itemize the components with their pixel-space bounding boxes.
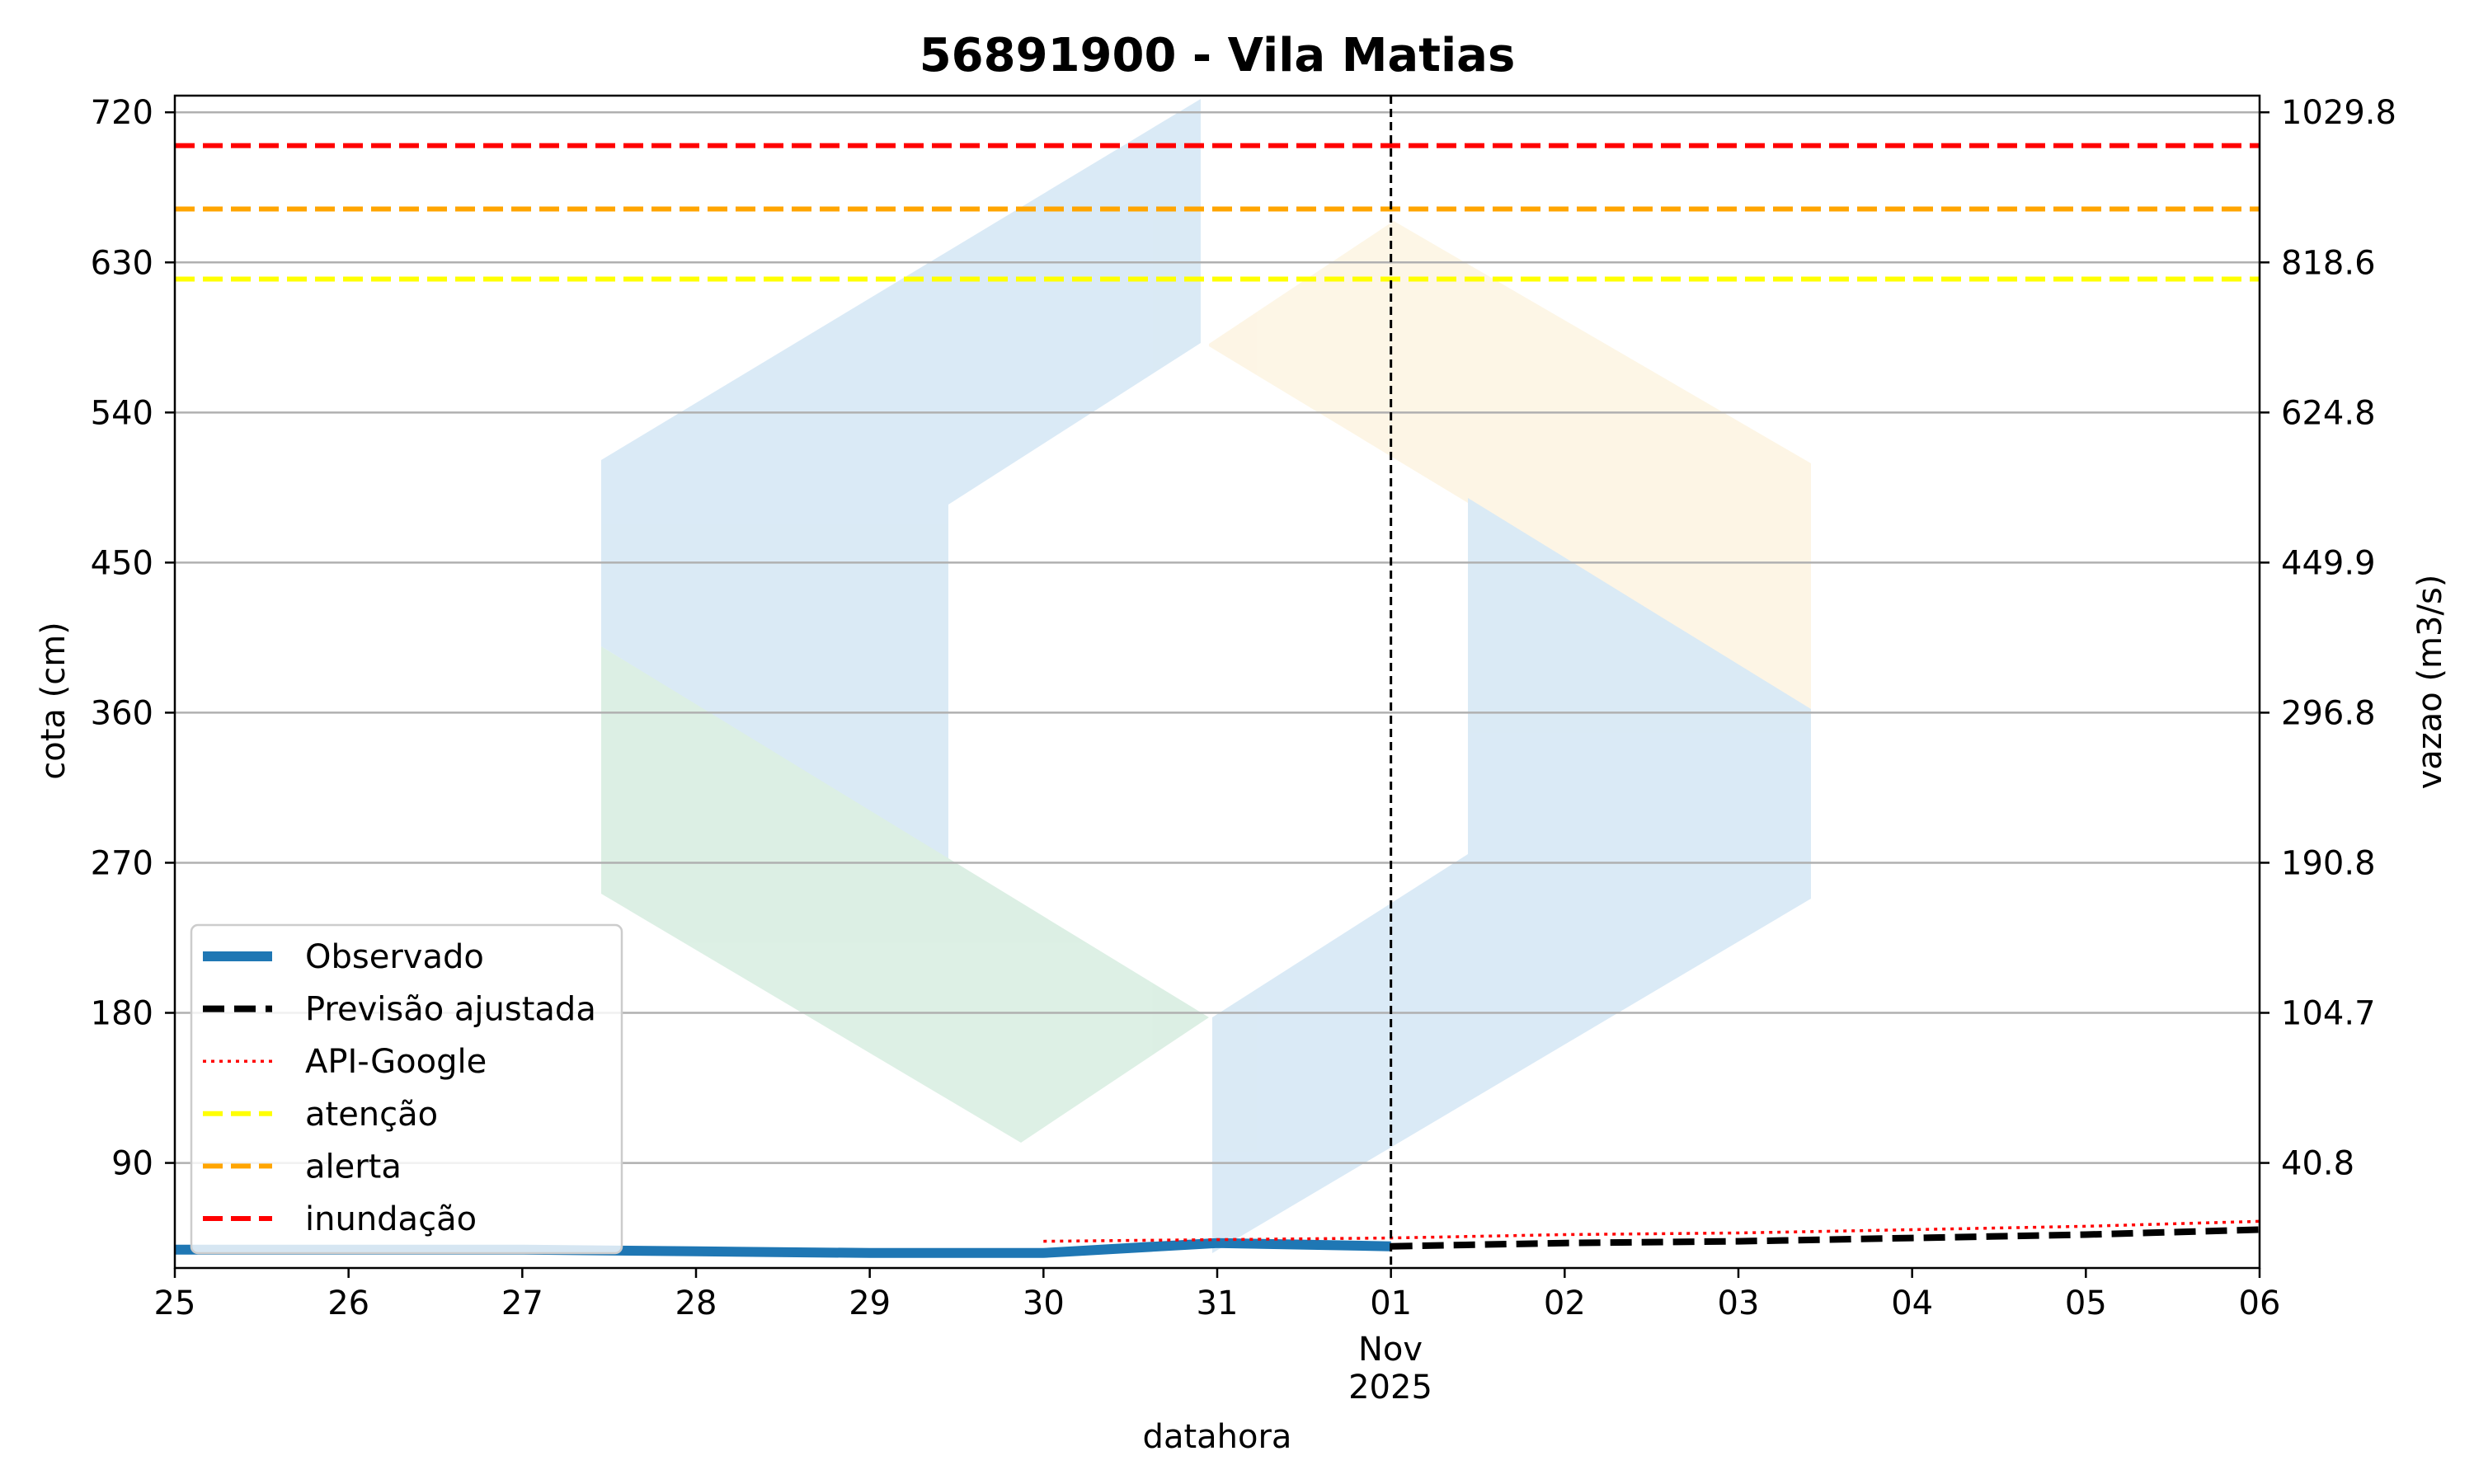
legend-label: Previsão ajustada [305,991,596,1029]
y2-tick-label: 296.8 [2281,694,2376,732]
background-logo-watermark [601,99,1811,1253]
x-tick-label: 04 [1891,1284,1933,1322]
series-line-Previsão ajustada [1390,1226,2260,1250]
y-tick-label: 450 [91,544,153,582]
y-tick-label: 540 [91,394,153,432]
y2-tick-label: 818.6 [2281,244,2376,282]
x-tick-label: 28 [675,1284,717,1322]
x-tick-label: 30 [1023,1284,1065,1322]
y2-tick-label: 1029.8 [2281,94,2396,132]
x-tick-label: 29 [849,1284,891,1322]
chart-title: 56891900 - Vila Matias [920,29,1516,82]
y-tick-label: 270 [91,844,153,882]
legend-box [190,923,623,1255]
legend-label: atenção [305,1096,438,1134]
y2-tick-label: 624.8 [2281,394,2376,432]
y-tick-label: 180 [91,995,153,1033]
x-sublabel-month: Nov [1358,1331,1423,1369]
x-tick-label: 05 [2065,1284,2107,1322]
x-tick-label: 02 [1544,1284,1586,1322]
legend-label: inundação [305,1200,477,1238]
legend: Observado Previsão ajustada API-Google aten… [190,923,623,1255]
x-tick-label: 06 [2239,1284,2281,1322]
x-axis-label: datahora [1143,1418,1292,1456]
y2-tick-label: 449.9 [2281,544,2376,582]
legend-label: API-Google [305,1043,487,1081]
y2-tick-label: 40.8 [2281,1145,2354,1183]
y-axis-label: cota (cm) [35,622,73,780]
y-tick-label: 360 [91,694,153,732]
x-tick-label: 31 [1197,1284,1239,1322]
legend-label: Observado [305,938,484,976]
legend-label: alerta [305,1148,402,1186]
y-tick-label: 720 [91,94,153,132]
x-tick-label: 03 [1718,1284,1760,1322]
x-tick-label: 26 [327,1284,369,1322]
x-sublabel-year: 2025 [1348,1369,1432,1407]
x-tick-label: 01 [1370,1284,1412,1322]
x-tick-label: 25 [154,1284,196,1322]
y-tick-label: 90 [111,1145,153,1183]
x-tick-label: 27 [501,1284,543,1322]
y2-tick-label: 104.7 [2281,995,2376,1033]
y-tick-label: 630 [91,244,153,282]
y2-axis-label: vazao (m3/s) [2411,575,2449,790]
y2-tick-label: 190.8 [2281,844,2376,882]
axes-frame [173,94,2261,1270]
plot-area: 90 40.8 180 104.7 270 190.8 360 296.8 450 449.9 54… [91,94,2396,1322]
